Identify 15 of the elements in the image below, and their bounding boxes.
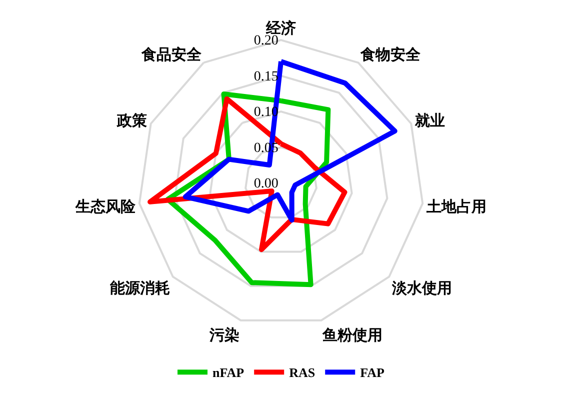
- y-tick-label: 0.20: [254, 34, 278, 49]
- spoke-label: 政策: [116, 112, 148, 130]
- legend-label: FAP: [360, 365, 384, 380]
- spoke-label: 能源消耗: [110, 280, 170, 298]
- spoke-label: 就业: [414, 112, 445, 130]
- legend-label: nFAP: [212, 365, 244, 380]
- spoke-label: 食物安全: [360, 46, 422, 64]
- spoke-label: 土地占用: [426, 198, 487, 216]
- legend-label: RAS: [289, 365, 316, 380]
- spoke-label: 鱼粉使用: [321, 327, 382, 344]
- spoke-label: 食品安全: [140, 46, 202, 64]
- y-tick-label: 0.00: [254, 176, 278, 192]
- spoke-label: 淡水使用: [391, 280, 452, 298]
- spoke-label: 污染: [208, 326, 240, 344]
- spoke-label: 生态风险: [74, 198, 136, 216]
